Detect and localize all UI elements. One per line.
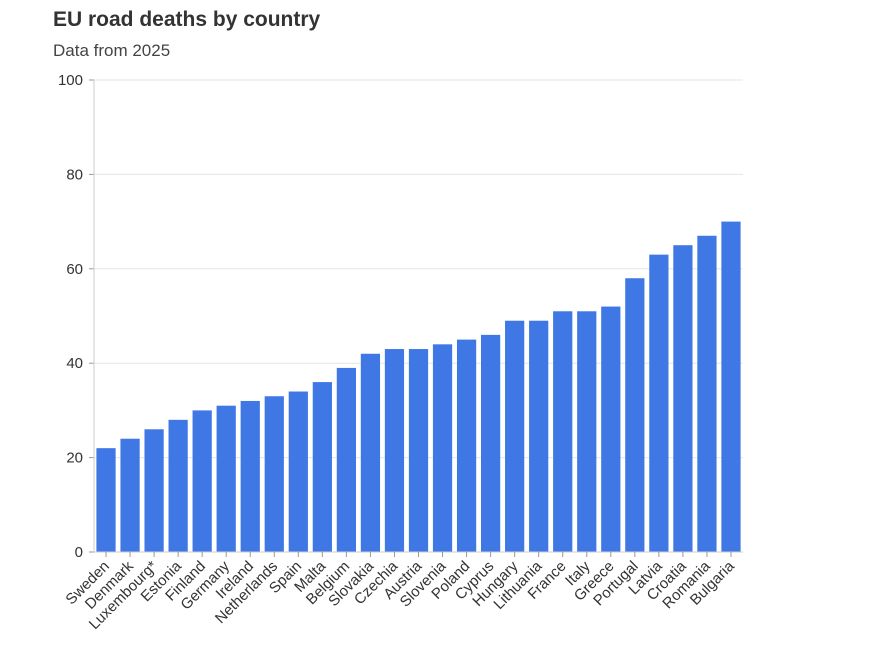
y-tick-label: 20 [66,450,83,467]
bar-cyprus [480,334,501,552]
bar-malta [312,382,332,552]
bar-france [553,311,573,552]
bar-spain [288,391,308,552]
bar-czechia [384,349,405,552]
bar-romania [697,235,717,552]
bar-slovenia [432,344,453,552]
bar-estonia [168,419,188,552]
bar-germany [216,405,236,552]
bar-hungary [505,320,525,552]
bar-latvia [649,254,669,552]
y-tick-label: 100 [58,72,83,89]
bar-lithuania [529,320,549,552]
y-axis-ticks: 0 20 40 60 80 100 [58,72,94,561]
y-tick-label: 80 [66,166,83,183]
chart-title: EU road deaths by country [53,8,321,31]
bar-finland [192,410,212,552]
bar-poland [456,339,477,552]
bar-ireland [240,400,260,552]
bar-luxembourg- [144,429,164,552]
bar-portugal [625,278,645,552]
bar-belgium [336,367,357,552]
bar-slovakia [360,353,381,552]
bar-italy [577,311,597,552]
bar-greece [601,306,621,552]
bar-denmark [120,438,140,552]
y-tick-label: 0 [75,544,83,561]
bar-netherlands [264,396,284,552]
bar-bulgaria [721,221,741,552]
y-tick-label: 40 [66,355,83,372]
bar-croatia [673,245,693,552]
bar-sweden [96,448,116,552]
bars [96,221,741,552]
bar-austria [408,349,429,552]
x-axis-ticks: SwedenDenmarkLuxembourg*EstoniaFinlandGe… [62,552,738,633]
chart-subtitle: Data from 2025 [53,41,171,60]
y-tick-label: 60 [66,261,83,278]
